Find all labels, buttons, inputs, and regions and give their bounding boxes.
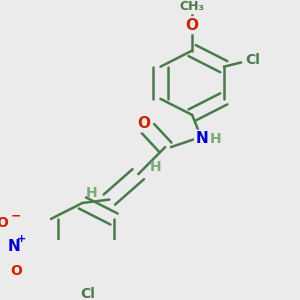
Text: O: O bbox=[137, 116, 151, 131]
Text: O: O bbox=[10, 264, 22, 278]
Text: N: N bbox=[195, 131, 208, 146]
Text: H: H bbox=[150, 160, 161, 174]
Text: +: + bbox=[17, 233, 26, 244]
Text: N: N bbox=[8, 239, 20, 254]
Text: O: O bbox=[0, 216, 8, 230]
Text: Cl: Cl bbox=[245, 53, 260, 67]
Text: −: − bbox=[11, 210, 21, 223]
Text: CH₃: CH₃ bbox=[180, 0, 205, 13]
Text: H: H bbox=[86, 186, 98, 200]
Text: O: O bbox=[186, 18, 199, 33]
Text: H: H bbox=[209, 132, 221, 145]
Text: Cl: Cl bbox=[81, 287, 96, 300]
